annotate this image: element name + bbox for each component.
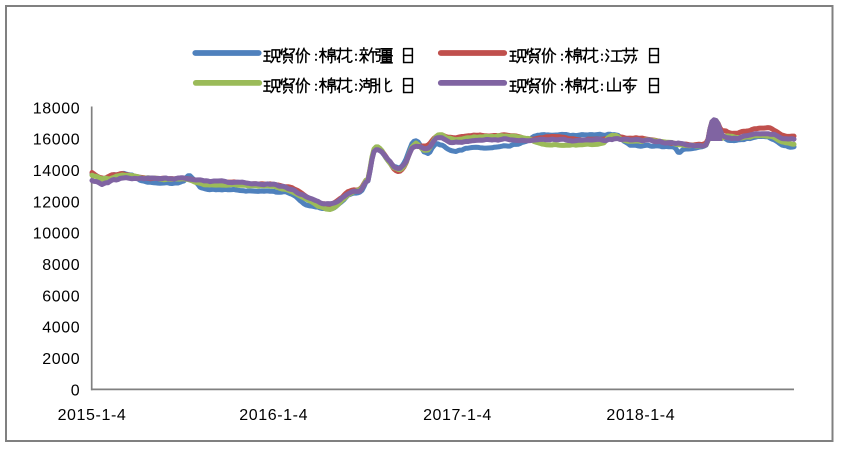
svg-text:2015-1-4: 2015-1-4 <box>58 407 127 424</box>
svg-text:2017-1-4: 2017-1-4 <box>423 407 492 424</box>
svg-text:6000: 6000 <box>42 288 80 305</box>
svg-text:0: 0 <box>71 382 81 399</box>
svg-text:2016-1-4: 2016-1-4 <box>239 407 308 424</box>
svg-text:16000: 16000 <box>33 132 81 149</box>
svg-text:18000: 18000 <box>33 100 81 117</box>
svg-text:8000: 8000 <box>42 257 80 274</box>
svg-text:4000: 4000 <box>42 320 80 337</box>
svg-text:12000: 12000 <box>33 194 81 211</box>
svg-text:2018-1-4: 2018-1-4 <box>606 407 675 424</box>
svg-text:14000: 14000 <box>33 163 81 180</box>
svg-text:10000: 10000 <box>33 226 81 243</box>
svg-text:2000: 2000 <box>42 351 80 368</box>
